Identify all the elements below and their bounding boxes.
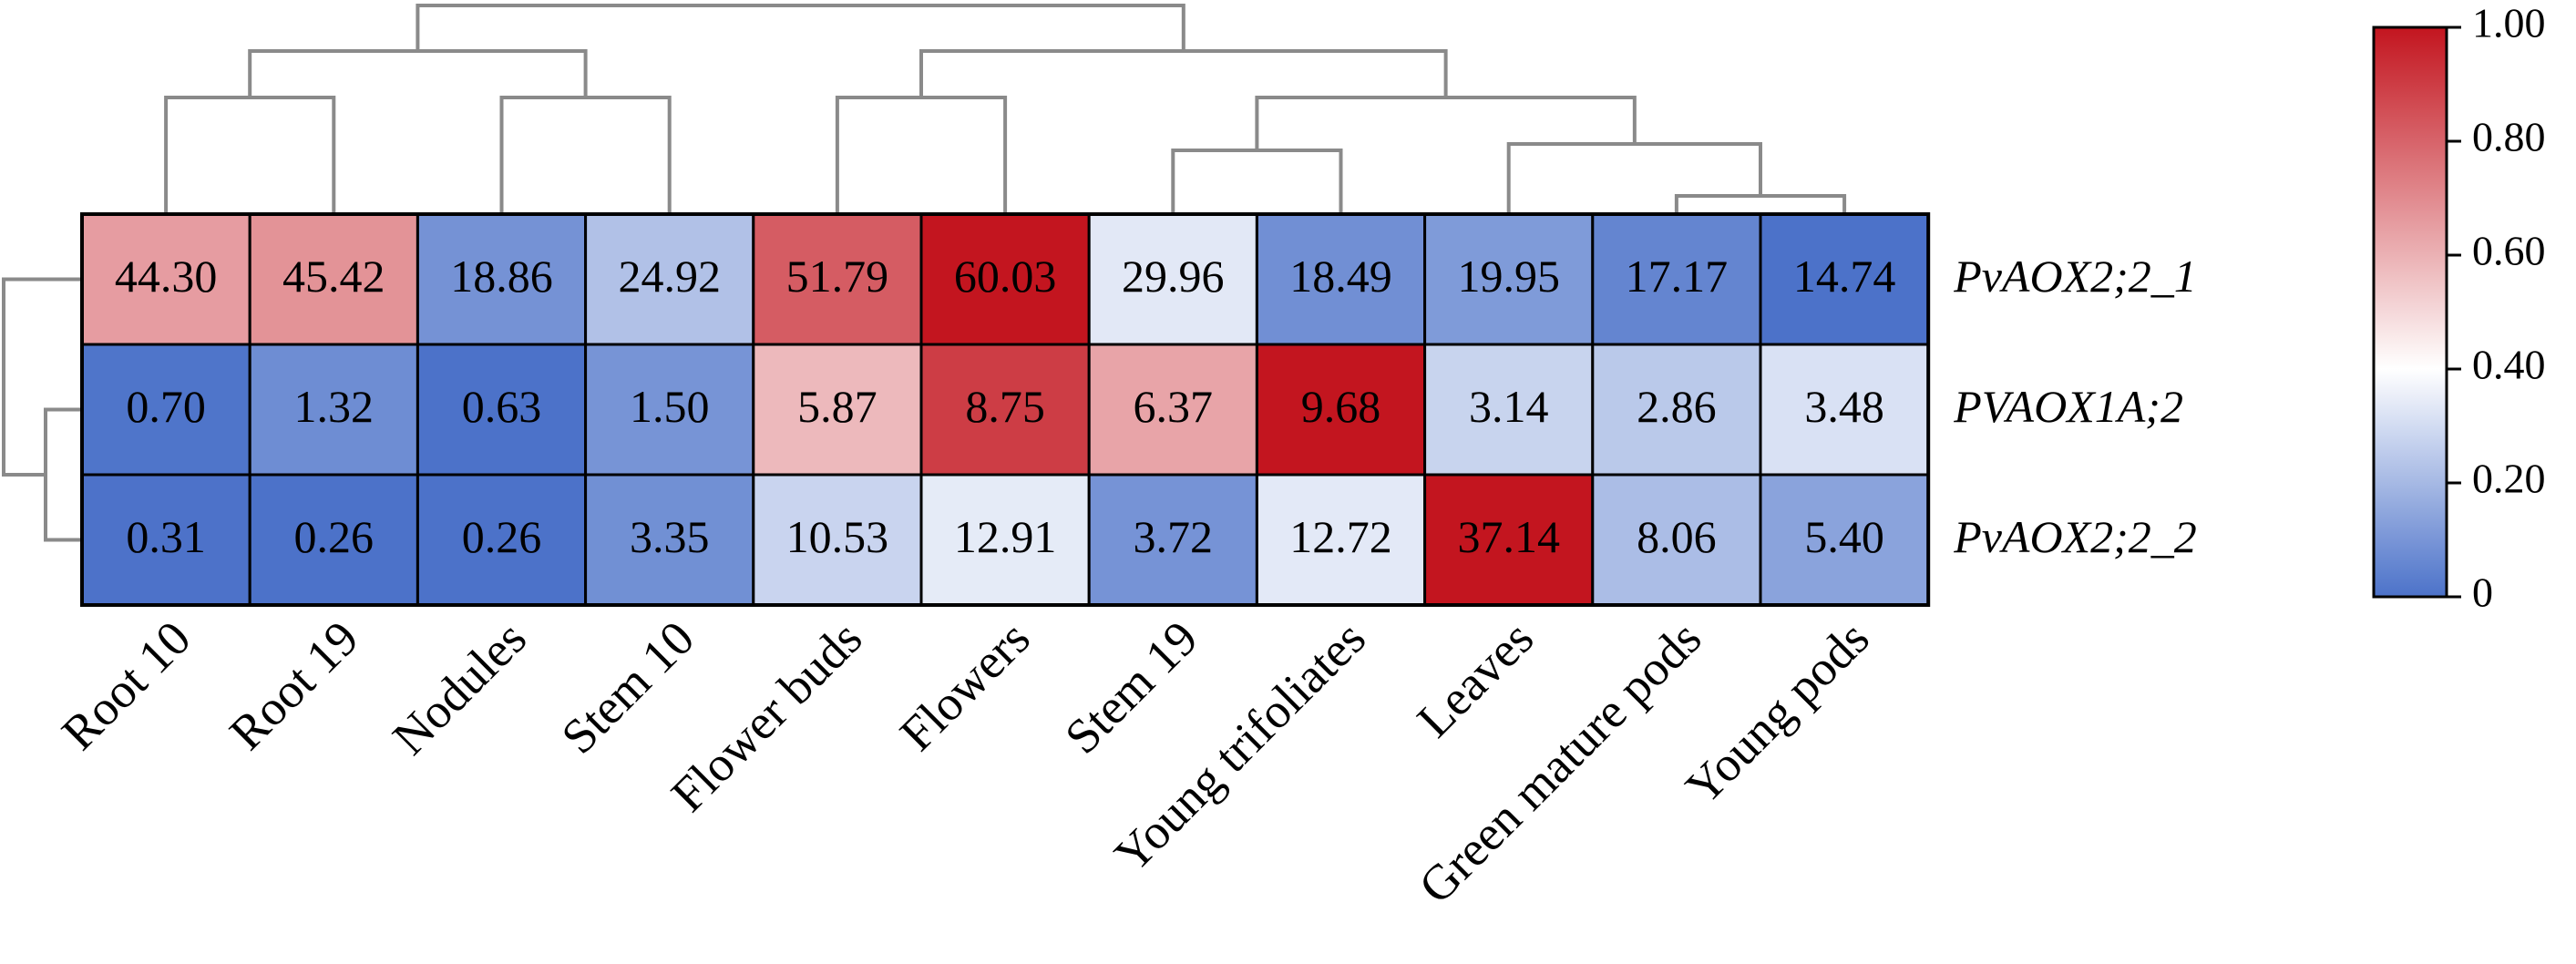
heatmap-cell <box>1087 473 1258 607</box>
heatmap-cell-values: 44.30 45.42 18.86 24.92 51.79 60.03 29.96 18.49… <box>115 251 1895 562</box>
cell-value-label: 0.31 <box>126 511 206 562</box>
dendrogram-link <box>919 49 1448 97</box>
column-label: Flowers <box>889 610 1040 761</box>
colorbar-gradient <box>2372 26 2448 599</box>
column-label: Nodules <box>382 610 537 765</box>
cell-value-label: 1.50 <box>630 381 710 432</box>
column-label: Stem 10 <box>551 610 705 764</box>
heatmap-cell <box>919 212 1091 346</box>
cell-value-label: 0.26 <box>294 511 375 562</box>
heatmap-cell <box>1255 343 1427 477</box>
heatmap-cell <box>248 343 419 477</box>
heatmap-cell <box>1423 212 1595 346</box>
cell-value-label: 37.14 <box>1457 511 1560 562</box>
heatmap-cell <box>1759 212 1930 346</box>
heatmap-cell <box>248 473 419 607</box>
heatmap-cell <box>1591 212 1762 346</box>
heatmap-cells <box>80 212 1931 607</box>
cell-value-label: 0.63 <box>462 381 542 432</box>
heatmap-cell <box>584 473 755 607</box>
dendrogram-link <box>1506 142 1762 212</box>
dendrogram-link <box>835 96 1008 212</box>
row-dendrogram <box>2 277 80 542</box>
heatmap-cell <box>1591 473 1762 607</box>
heatmap-border <box>80 212 1931 607</box>
heatmap-cell <box>1255 473 1427 607</box>
colorbar-tick-label: 0.20 <box>2472 456 2546 502</box>
column-label: Root 19 <box>219 610 368 760</box>
dendrogram-link <box>499 96 672 212</box>
column-label: Root 10 <box>51 610 200 760</box>
cell-value-label: 24.92 <box>618 251 721 302</box>
cell-value-label: 3.35 <box>630 511 710 562</box>
dendrogram-link <box>44 407 80 542</box>
cell-value-label: 60.03 <box>954 251 1057 302</box>
row-label: PVAOX1A;2 <box>1953 381 2183 432</box>
cell-value-label: 3.72 <box>1134 511 1214 562</box>
dendrogram-link <box>248 49 588 97</box>
colorbar-tick-label: 1.00 <box>2472 0 2546 46</box>
column-dendrogram <box>164 4 1847 212</box>
column-label: Leaves <box>1407 610 1545 748</box>
cell-value-label: 9.68 <box>1301 381 1381 432</box>
cell-value-label: 0.70 <box>126 381 206 432</box>
cell-value-label: 8.06 <box>1637 511 1717 562</box>
dendrogram-link <box>416 4 1185 51</box>
column-label: Green mature pods <box>1408 610 1711 914</box>
colorbar-tick-label: 0.40 <box>2472 342 2546 388</box>
cell-value-label: 1.32 <box>294 381 375 432</box>
row-labels: PvAOX2;2_1 PVAOX1A;2 PvAOX2;2_2 <box>1953 251 2197 562</box>
heatmap-cell <box>1759 473 1930 607</box>
cell-value-label: 18.86 <box>450 251 553 302</box>
cell-value-label: 18.49 <box>1289 251 1392 302</box>
cell-value-label: 29.96 <box>1122 251 1225 302</box>
heatmap-cell <box>584 343 755 477</box>
heatmap-cell <box>416 343 588 477</box>
cell-value-label: 51.79 <box>786 251 889 302</box>
cell-value-label: 6.37 <box>1134 381 1214 432</box>
heatmap-cell <box>1423 473 1595 607</box>
heatmap-cell <box>919 473 1091 607</box>
cell-value-label: 5.40 <box>1804 511 1884 562</box>
heatmap-cell <box>248 212 419 346</box>
column-label: Young pods <box>1675 610 1879 815</box>
cell-value-label: 8.75 <box>965 381 1045 432</box>
colorbar-tick-label: 0.60 <box>2472 228 2546 274</box>
dendrogram-link <box>2 277 80 477</box>
dendrogram-link <box>1674 194 1847 212</box>
cell-value-label: 3.14 <box>1469 381 1549 432</box>
cell-value-label: 44.30 <box>115 251 218 302</box>
row-label: PvAOX2;2_2 <box>1953 511 2197 562</box>
cell-value-label: 10.53 <box>786 511 889 562</box>
cell-value-label: 3.48 <box>1804 381 1884 432</box>
colorbar: 1.00 0.80 0.60 0.40 0.20 0 <box>2372 0 2546 616</box>
colorbar-tick-label: 0 <box>2472 569 2493 616</box>
cell-value-label: 2.86 <box>1637 381 1717 432</box>
dendrogram-link <box>1171 149 1343 212</box>
column-label: Stem 19 <box>1054 610 1208 764</box>
cell-value-label: 45.42 <box>282 251 385 302</box>
cell-value-label: 17.17 <box>1626 251 1729 302</box>
cell-value-label: 12.72 <box>1289 511 1392 562</box>
heatmap-cell <box>752 473 923 607</box>
heatmap-cell <box>1087 343 1258 477</box>
row-label: PvAOX2;2_1 <box>1953 251 2197 302</box>
dendrogram-link <box>164 96 336 212</box>
cell-value-label: 14.74 <box>1793 251 1896 302</box>
cell-value-label: 0.26 <box>462 511 542 562</box>
cell-value-label: 5.87 <box>797 381 877 432</box>
cell-value-label: 19.95 <box>1457 251 1560 302</box>
cell-value-label: 12.91 <box>954 511 1057 562</box>
colorbar-tick-label: 0.80 <box>2472 114 2546 160</box>
